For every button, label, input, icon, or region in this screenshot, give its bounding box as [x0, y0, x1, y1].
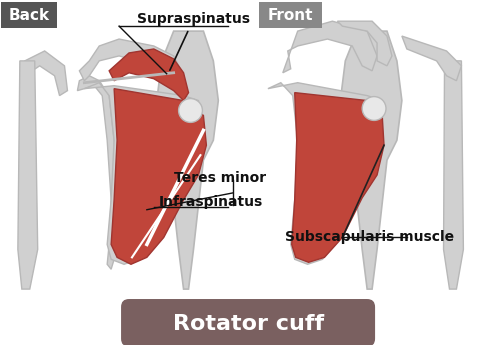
Polygon shape: [444, 61, 464, 289]
Polygon shape: [292, 93, 384, 262]
Polygon shape: [78, 76, 119, 269]
Text: Teres minor: Teres minor: [174, 171, 266, 185]
Text: Supraspinatus: Supraspinatus: [137, 12, 250, 70]
FancyBboxPatch shape: [259, 2, 322, 28]
Text: Infraspinatus: Infraspinatus: [159, 195, 263, 209]
FancyBboxPatch shape: [121, 299, 375, 346]
Polygon shape: [268, 83, 382, 264]
Polygon shape: [18, 61, 38, 289]
Polygon shape: [283, 21, 377, 73]
Circle shape: [178, 99, 203, 122]
Text: Subscapularis muscle: Subscapularis muscle: [285, 230, 454, 245]
Polygon shape: [157, 31, 218, 289]
FancyBboxPatch shape: [1, 2, 56, 28]
Polygon shape: [402, 36, 462, 81]
Polygon shape: [338, 21, 392, 66]
Polygon shape: [340, 31, 402, 289]
Circle shape: [362, 97, 386, 120]
Polygon shape: [84, 83, 198, 264]
Polygon shape: [80, 39, 184, 95]
Text: Rotator cuff: Rotator cuff: [172, 314, 324, 334]
Polygon shape: [25, 51, 68, 95]
Polygon shape: [111, 89, 206, 264]
Text: Front: Front: [268, 8, 314, 23]
Polygon shape: [109, 49, 188, 101]
Text: Back: Back: [8, 8, 50, 23]
